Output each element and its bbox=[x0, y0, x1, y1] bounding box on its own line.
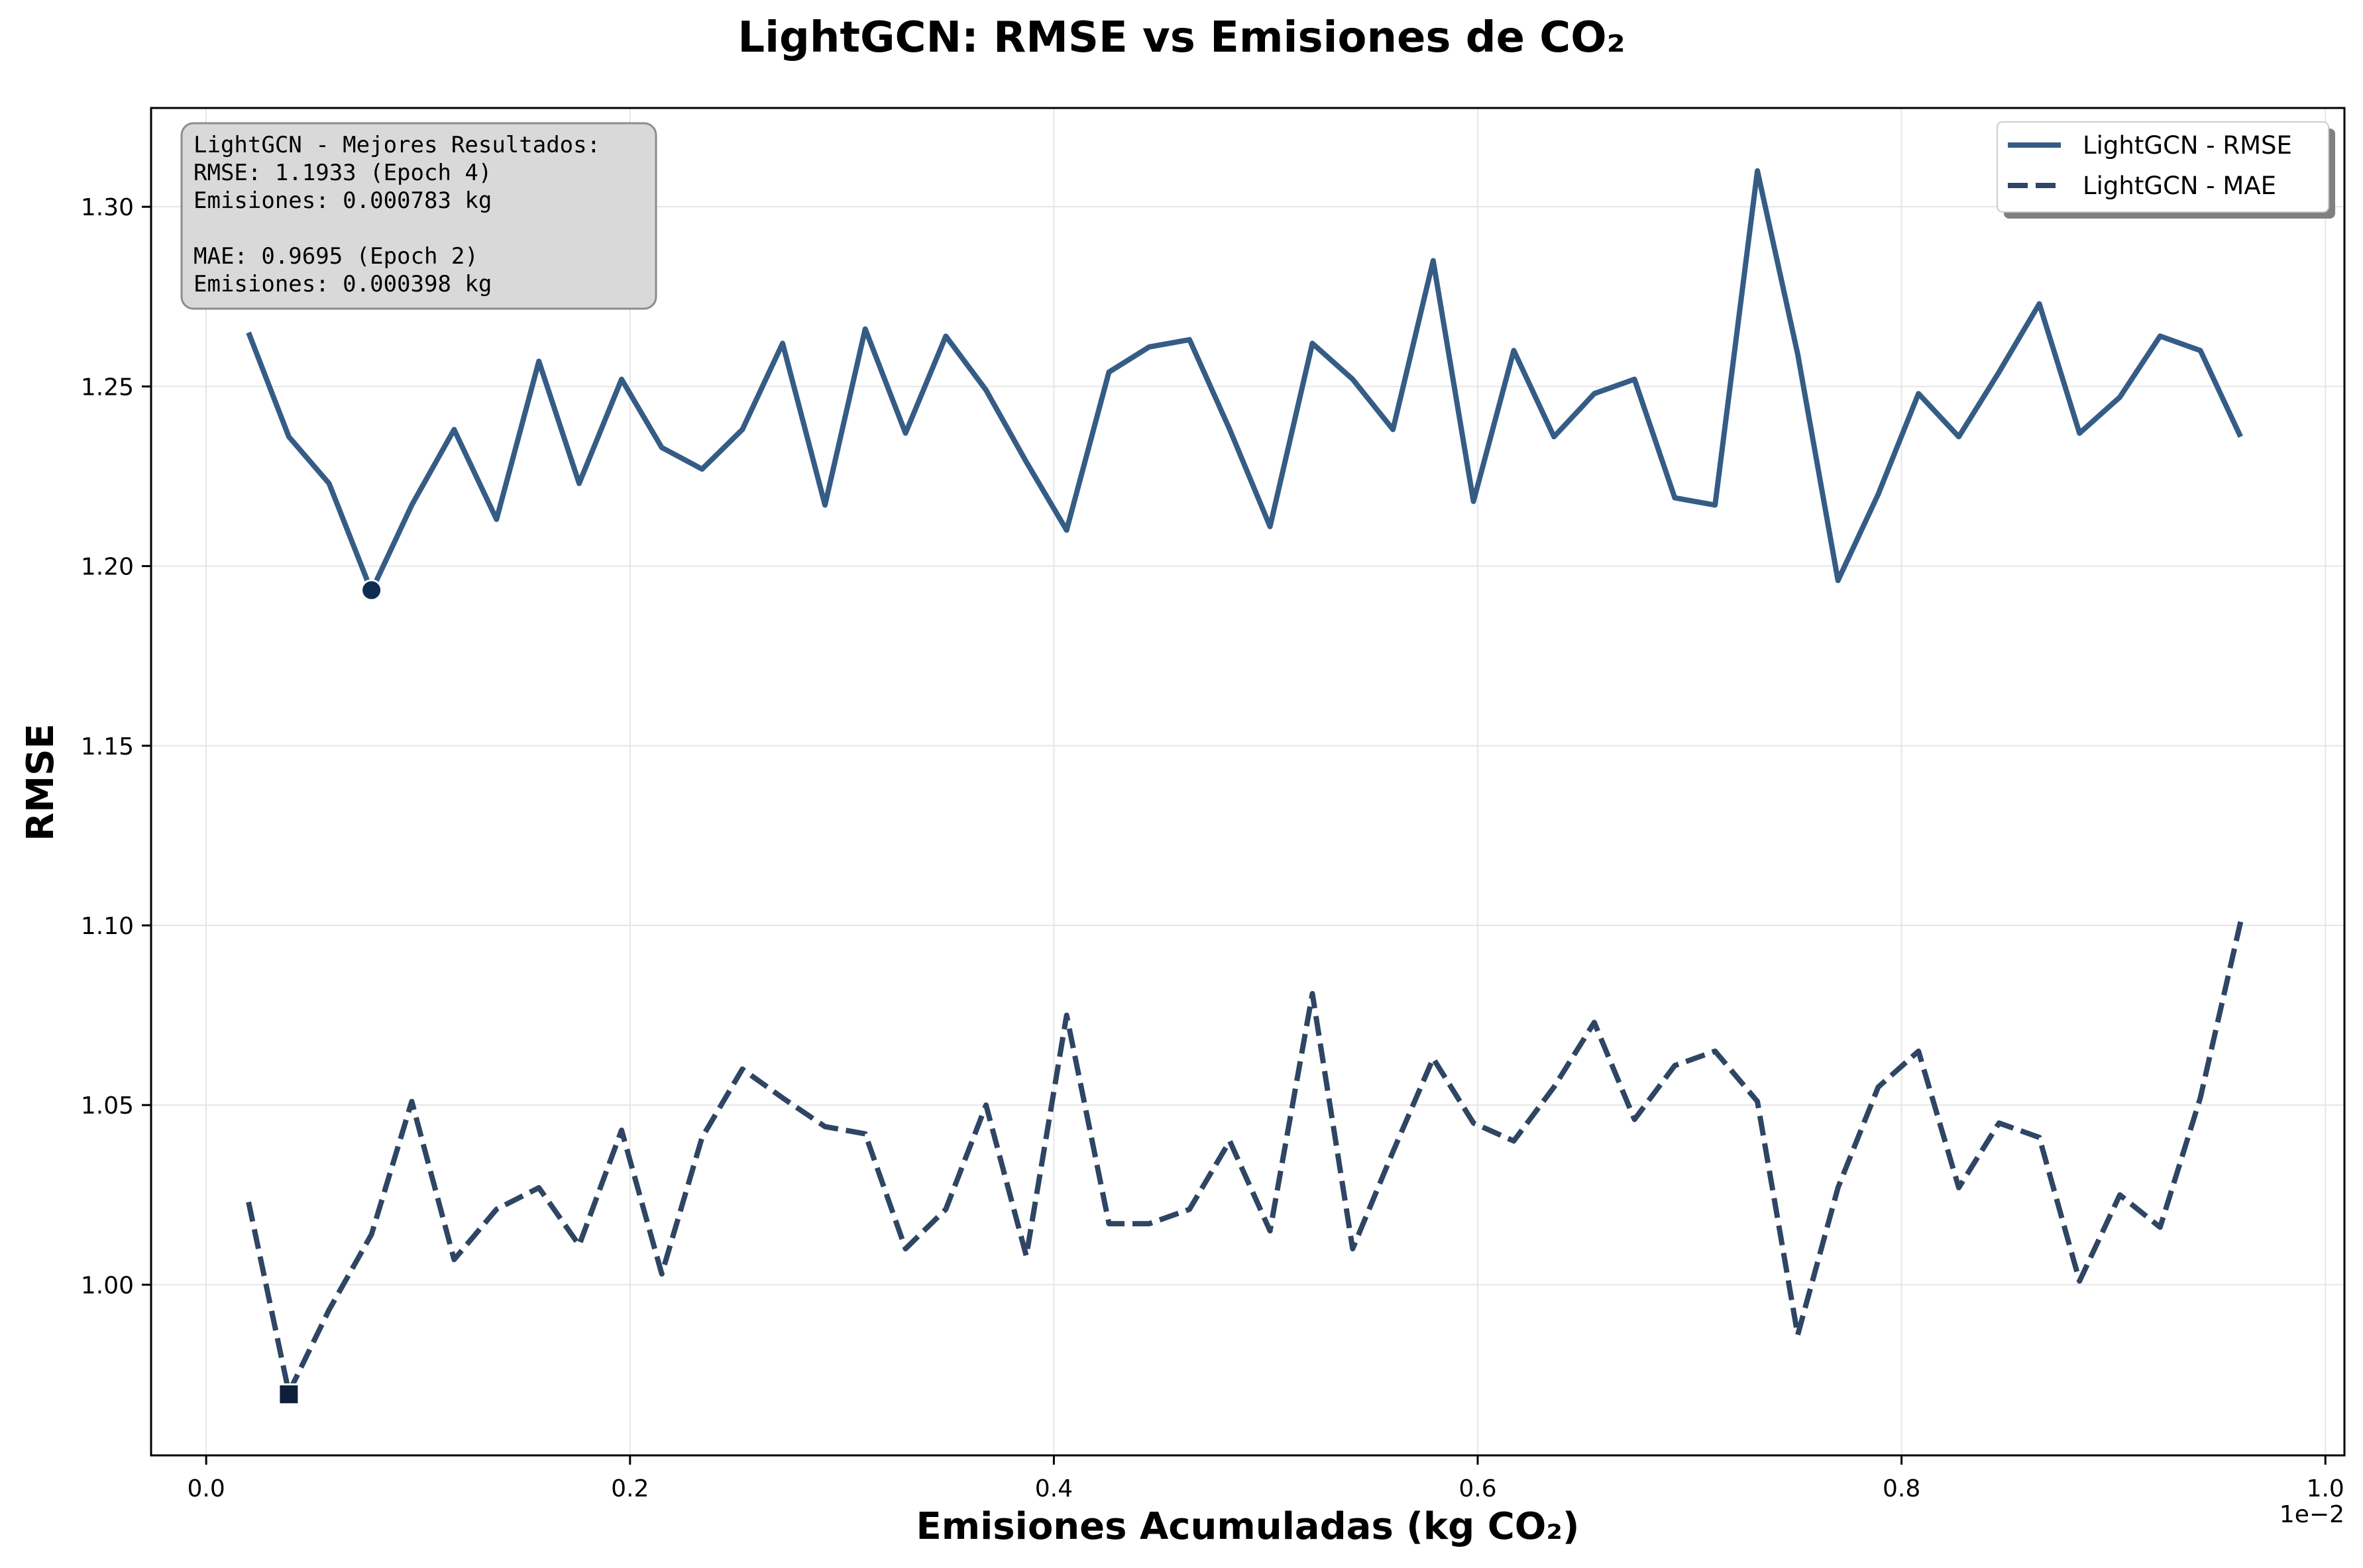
x-axis-label: Emisiones Acumuladas (kg CO₂) bbox=[916, 1505, 1579, 1548]
x-tick-label: 0.0 bbox=[188, 1475, 225, 1502]
best-mae-marker bbox=[278, 1383, 300, 1406]
x-tick-label: 0.4 bbox=[1035, 1475, 1073, 1502]
annotation-line-2: RMSE: 1.1933 (Epoch 4) bbox=[193, 160, 492, 186]
x-offset-label: 1e−2 bbox=[2280, 1501, 2344, 1528]
x-tick-label: 0.2 bbox=[611, 1475, 649, 1502]
x-axis-ticks: 0.0 0.2 0.4 0.6 0.8 1.0 bbox=[188, 1455, 2344, 1502]
series-layer bbox=[246, 168, 2244, 1396]
y-axis-label: RMSE bbox=[19, 723, 62, 841]
chart-title: LightGCN: RMSE vs Emisiones de CO₂ bbox=[738, 13, 1625, 62]
mae-series-line bbox=[246, 921, 2244, 1396]
annotation-box: LightGCN - Mejores Resultados: RMSE: 1.1… bbox=[180, 122, 657, 310]
annotation-line-3: Emisiones: 0.000783 kg bbox=[193, 187, 492, 214]
annotation-background bbox=[180, 122, 657, 310]
y-tick-label: 1.10 bbox=[81, 913, 134, 940]
y-tick-label: 1.15 bbox=[81, 733, 134, 760]
legend: LightGCN - RMSE LightGCN - MAE bbox=[1997, 121, 2335, 219]
x-tick-label: 0.8 bbox=[1883, 1475, 1920, 1502]
plot-frame bbox=[150, 107, 2346, 1457]
legend-rmse-label: LightGCN - RMSE bbox=[2083, 131, 2292, 160]
best-rmse-marker bbox=[360, 579, 383, 601]
x-tick-label: 0.6 bbox=[1458, 1475, 1496, 1502]
grid-lines bbox=[151, 108, 2344, 1455]
y-tick-label: 1.25 bbox=[81, 374, 134, 401]
annotation-line-1: LightGCN - Mejores Resultados: bbox=[193, 132, 600, 158]
rmse-series-line bbox=[246, 168, 2243, 594]
marker-layer bbox=[278, 579, 383, 1406]
y-tick-label: 1.30 bbox=[81, 194, 134, 221]
legend-background bbox=[1997, 121, 2329, 213]
y-axis-ticks: 1.00 1.05 1.10 1.15 1.20 1.25 1.30 bbox=[81, 194, 151, 1299]
annotation-line-6: Emisiones: 0.000398 kg bbox=[193, 271, 492, 297]
plot-area bbox=[150, 107, 2346, 1457]
y-tick-label: 1.20 bbox=[81, 554, 134, 581]
y-tick-label: 1.00 bbox=[81, 1272, 134, 1299]
x-tick-label: 1.0 bbox=[2307, 1475, 2344, 1502]
legend-mae-label: LightGCN - MAE bbox=[2083, 172, 2276, 200]
annotation-line-5: MAE: 0.9695 (Epoch 2) bbox=[193, 243, 478, 270]
y-tick-label: 1.05 bbox=[81, 1092, 134, 1120]
